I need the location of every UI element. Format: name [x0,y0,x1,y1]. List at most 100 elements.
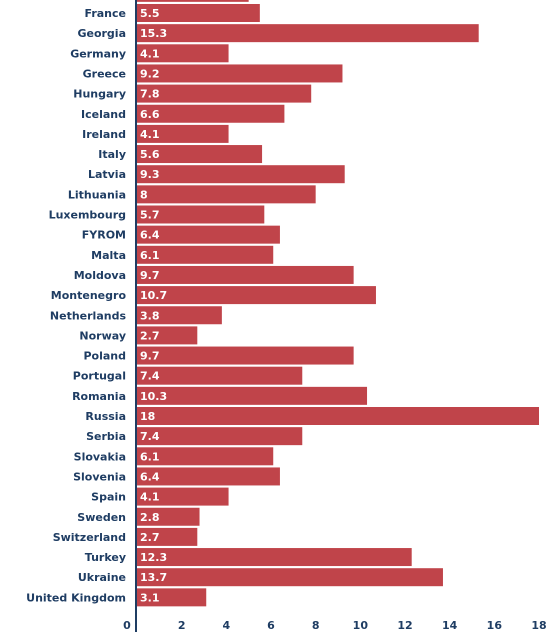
x-tick-label-10: 10 [353,619,369,632]
x-tick-label-16: 16 [487,619,503,632]
bar-spain [137,487,229,506]
category-label-netherlands: Netherlands [50,309,127,322]
category-label-greece: Greece [83,67,126,80]
bar-latvia [137,165,345,184]
category-label-turkey: Turkey [85,551,126,564]
value-label-ireland: 4.1 [140,128,160,141]
x-tick-label-12: 12 [397,619,412,632]
value-label-switzerland: 2.7 [140,531,160,544]
bar-partial-top [137,0,249,2]
bar-germany [137,44,229,63]
category-label-serbia: Serbia [86,430,126,443]
value-label-slovakia: 6.1 [140,450,160,463]
category-label-moldova: Moldova [74,269,126,282]
x-tick-label-2: 2 [178,619,186,632]
category-label-switzerland: Switzerland [53,531,126,544]
category-label-montenegro: Montenegro [51,289,127,302]
bar-iceland [137,104,285,123]
bar-georgia [137,24,479,43]
bar-slovenia [137,467,280,486]
value-label-latvia: 9.3 [140,168,160,181]
value-label-germany: 4.1 [140,47,160,60]
category-label-luxembourg: Luxembourg [49,209,126,222]
bar-portugal [137,366,303,385]
value-label-romania: 10.3 [140,390,167,403]
category-label-slovakia: Slovakia [74,450,126,463]
bar-serbia [137,427,303,446]
bar-italy [137,145,263,164]
value-label-sweden: 2.8 [140,511,160,524]
category-label-norway: Norway [79,329,126,342]
category-label-georgia: Georgia [77,27,126,40]
bar-montenegro [137,286,376,305]
value-label-slovenia: 6.4 [140,470,160,483]
bar-malta [137,245,274,264]
value-label-spain: 4.1 [140,491,160,504]
bar-poland [137,346,354,365]
x-tick-label-18: 18 [531,619,546,632]
category-label-portugal: Portugal [73,370,126,383]
value-label-moldova: 9.7 [140,269,160,282]
value-label-georgia: 15.3 [140,27,167,40]
category-label-romania: Romania [72,390,126,403]
x-tick-label-6: 6 [267,619,275,632]
value-label-montenegro: 10.7 [140,289,167,302]
bar-lithuania [137,185,316,204]
bar-hungary [137,84,312,103]
value-label-lithuania: 8 [140,188,148,201]
bar-slovakia [137,447,274,466]
bar-greece [137,64,343,83]
bar-united-kingdom [137,588,207,607]
value-label-netherlands: 3.8 [140,309,160,322]
category-label-italy: Italy [98,148,126,161]
bar-switzerland [137,527,198,546]
value-label-luxembourg: 5.7 [140,209,160,222]
bar-fyrom [137,225,280,244]
bar-norway [137,326,198,345]
category-label-sweden: Sweden [77,511,126,524]
value-label-serbia: 7.4 [140,430,160,443]
value-label-italy: 5.6 [140,148,160,161]
bar-ukraine [137,568,443,587]
category-label-poland: Poland [83,350,126,363]
value-label-iceland: 6.6 [140,108,160,121]
bar-moldova [137,265,354,284]
value-label-norway: 2.7 [140,329,160,342]
bar-sweden [137,507,200,526]
category-label-france: France [85,7,126,20]
value-label-malta: 6.1 [140,249,160,262]
value-label-russia: 18 [140,410,155,423]
value-label-fyrom: 6.4 [140,229,160,242]
category-label-iceland: Iceland [81,108,126,121]
value-label-united-kingdom: 3.1 [140,591,160,604]
category-label-slovenia: Slovenia [73,470,126,483]
x-tick-label-14: 14 [442,619,458,632]
value-label-turkey: 12.3 [140,551,167,564]
category-label-ireland: Ireland [82,128,126,141]
value-label-france: 5.5 [140,7,160,20]
bar-ireland [137,124,229,143]
category-label-malta: Malta [91,249,126,262]
bar-netherlands [137,306,222,325]
category-label-germany: Germany [70,47,126,60]
category-label-russia: Russia [85,410,126,423]
category-label-fyrom: FYROM [82,229,126,242]
value-label-portugal: 7.4 [140,370,160,383]
x-tick-label-0: 0 [123,619,131,632]
category-label-latvia: Latvia [88,168,126,181]
category-label-spain: Spain [91,491,126,504]
bar-russia [137,407,539,425]
x-axis-ticks: 0 2 4 6 8 10 12 14 16 18 [123,619,546,632]
bars-layer: France 5.5 Georgia 15.3 Germany 4.1 Greece 9.2 H… [26,0,539,607]
value-label-greece: 9.2 [140,67,160,80]
bar-france [137,4,260,22]
x-tick-label-4: 4 [223,619,231,632]
category-label-united-kingdom: United Kingdom [26,591,126,604]
x-tick-label-8: 8 [312,619,320,632]
category-label-hungary: Hungary [73,88,126,101]
bar-turkey [137,548,412,567]
bar-romania [137,386,368,405]
bar-luxembourg [137,205,265,224]
